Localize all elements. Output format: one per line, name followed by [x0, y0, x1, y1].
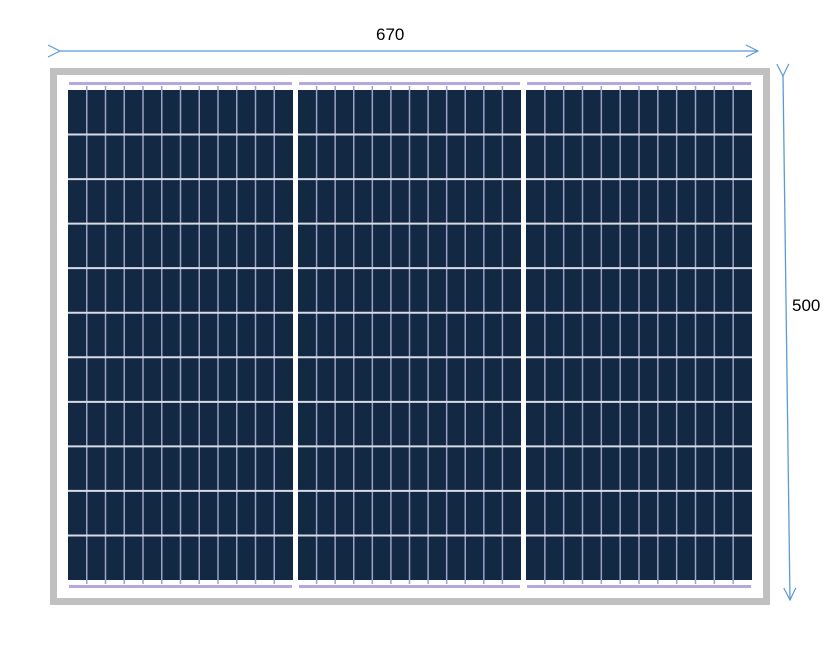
cell-grid [68, 82, 752, 588]
top-busbar [69, 82, 292, 85]
bottom-busbar [299, 585, 520, 588]
bottom-busbar [69, 585, 292, 588]
height-dimension-arrow [783, 76, 790, 600]
top-busbar [527, 82, 751, 85]
top-busbar [299, 82, 520, 85]
bottom-busbar [527, 585, 751, 588]
height-label: 500 [792, 296, 821, 315]
width-label: 670 [376, 25, 405, 44]
